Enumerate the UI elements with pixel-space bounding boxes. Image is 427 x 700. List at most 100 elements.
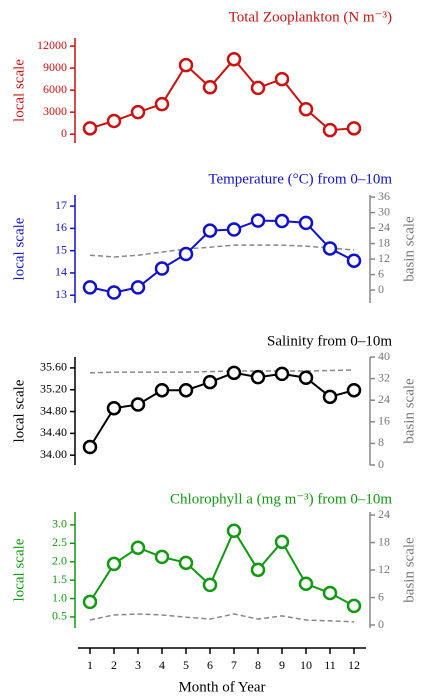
y2-tick-label: 40 xyxy=(378,349,390,363)
data-point xyxy=(274,366,290,382)
y-tick-label: 34.00 xyxy=(40,447,67,461)
data-point xyxy=(226,523,242,539)
y2-tick-label: 30 xyxy=(378,204,390,218)
y-tick-label: 12000 xyxy=(37,38,67,52)
y2-tick-label: 0 xyxy=(378,617,384,631)
data-point xyxy=(154,96,170,112)
y-tick-label: 1.5 xyxy=(52,572,67,586)
data-point xyxy=(298,101,314,117)
x-tick-label: 9 xyxy=(279,658,285,672)
data-point xyxy=(298,370,314,385)
x-tick-label: 2 xyxy=(111,658,117,672)
x-tick-label: 8 xyxy=(255,658,261,672)
data-point xyxy=(322,122,338,138)
x-tick-label: 6 xyxy=(207,658,213,672)
data-point xyxy=(82,594,98,610)
data-point xyxy=(106,285,122,300)
basin-line xyxy=(89,244,355,258)
y-tick-label: 3000 xyxy=(43,104,67,118)
y2-tick-label: 36 xyxy=(378,189,390,203)
y2-axis-label: basin scale xyxy=(401,378,417,444)
data-point xyxy=(226,222,242,237)
x-tick-label: 3 xyxy=(135,658,141,672)
data-point xyxy=(202,79,218,95)
y-tick-label: 35.60 xyxy=(40,360,67,374)
y-tick-label: 0 xyxy=(61,126,67,140)
data-point xyxy=(298,215,314,231)
panel-title: Total Zooplankton (N m⁻³) xyxy=(229,9,392,25)
y-tick-label: 34.40 xyxy=(40,425,67,439)
y-axis-label: local scale xyxy=(11,379,27,442)
y-tick-label: 0.5 xyxy=(52,609,67,623)
y-tick-label: 35.20 xyxy=(40,381,67,395)
y2-axis-label: basin scale xyxy=(401,537,417,603)
data-point xyxy=(346,383,362,398)
y2-tick-label: 16 xyxy=(378,414,390,428)
panel-title: Salinity from 0–10m xyxy=(267,333,392,349)
y2-tick-label: 6 xyxy=(378,589,384,603)
data-point xyxy=(346,121,362,136)
y2-axis-label: basin scale xyxy=(401,216,417,282)
data-point xyxy=(178,555,194,571)
y-tick-label: 16 xyxy=(55,220,67,234)
y2-tick-label: 18 xyxy=(378,534,390,548)
y-tick-label: 1.0 xyxy=(52,590,67,604)
y-tick-label: 17 xyxy=(55,198,67,212)
data-point xyxy=(154,383,170,398)
y-tick-label: 6000 xyxy=(43,82,67,96)
basin-line xyxy=(89,613,355,623)
x-tick-label: 1 xyxy=(87,658,93,672)
data-point xyxy=(346,253,362,268)
y2-tick-label: 12 xyxy=(378,251,390,265)
data-point xyxy=(274,534,290,550)
y2-tick-label: 18 xyxy=(378,235,390,249)
data-point xyxy=(346,598,362,614)
y-tick-label: 13 xyxy=(55,287,67,301)
x-axis-label: Month of Year xyxy=(178,679,265,695)
x-tick-label: 7 xyxy=(231,658,237,672)
data-point xyxy=(250,80,266,96)
data-point xyxy=(274,213,290,229)
y2-tick-label: 32 xyxy=(378,370,390,384)
data-point xyxy=(202,374,218,390)
x-tick-label: 11 xyxy=(324,658,336,672)
y2-tick-label: 12 xyxy=(378,562,390,576)
data-point xyxy=(130,397,146,412)
y-tick-label: 2.0 xyxy=(52,553,67,567)
x-tick-label: 10 xyxy=(300,658,312,672)
x-tick-label: 5 xyxy=(183,658,189,672)
y-tick-label: 15 xyxy=(55,242,67,256)
data-point xyxy=(130,104,146,120)
data-point xyxy=(250,562,266,578)
basin-line xyxy=(89,369,355,374)
data-point xyxy=(178,57,194,73)
x-tick-label: 12 xyxy=(348,658,360,672)
data-point xyxy=(202,577,218,593)
data-line xyxy=(89,528,355,607)
data-point xyxy=(130,540,146,555)
y2-tick-label: 0 xyxy=(378,282,384,296)
panel-title: Chlorophyll a (mg m⁻³) from 0–10m xyxy=(170,491,392,507)
data-point xyxy=(154,261,170,276)
data-point xyxy=(274,71,290,87)
data-point xyxy=(226,365,242,381)
y-tick-label: 3.0 xyxy=(52,517,67,531)
data-point xyxy=(322,241,338,256)
data-point xyxy=(130,280,146,295)
data-point xyxy=(82,439,98,455)
y2-tick-label: 24 xyxy=(378,507,390,521)
y2-tick-label: 0 xyxy=(378,457,384,471)
panel-title: Temperature (°C) from 0–10m xyxy=(208,171,392,187)
data-point xyxy=(106,401,122,416)
data-line xyxy=(89,57,355,132)
data-point xyxy=(82,121,98,136)
y-tick-label: 2.5 xyxy=(52,535,67,549)
data-point xyxy=(154,549,170,565)
data-point xyxy=(106,556,122,572)
data-line xyxy=(89,219,355,294)
data-point xyxy=(82,280,98,295)
data-point xyxy=(250,369,266,385)
y-tick-label: 9000 xyxy=(43,60,67,74)
y2-tick-label: 6 xyxy=(378,266,384,280)
